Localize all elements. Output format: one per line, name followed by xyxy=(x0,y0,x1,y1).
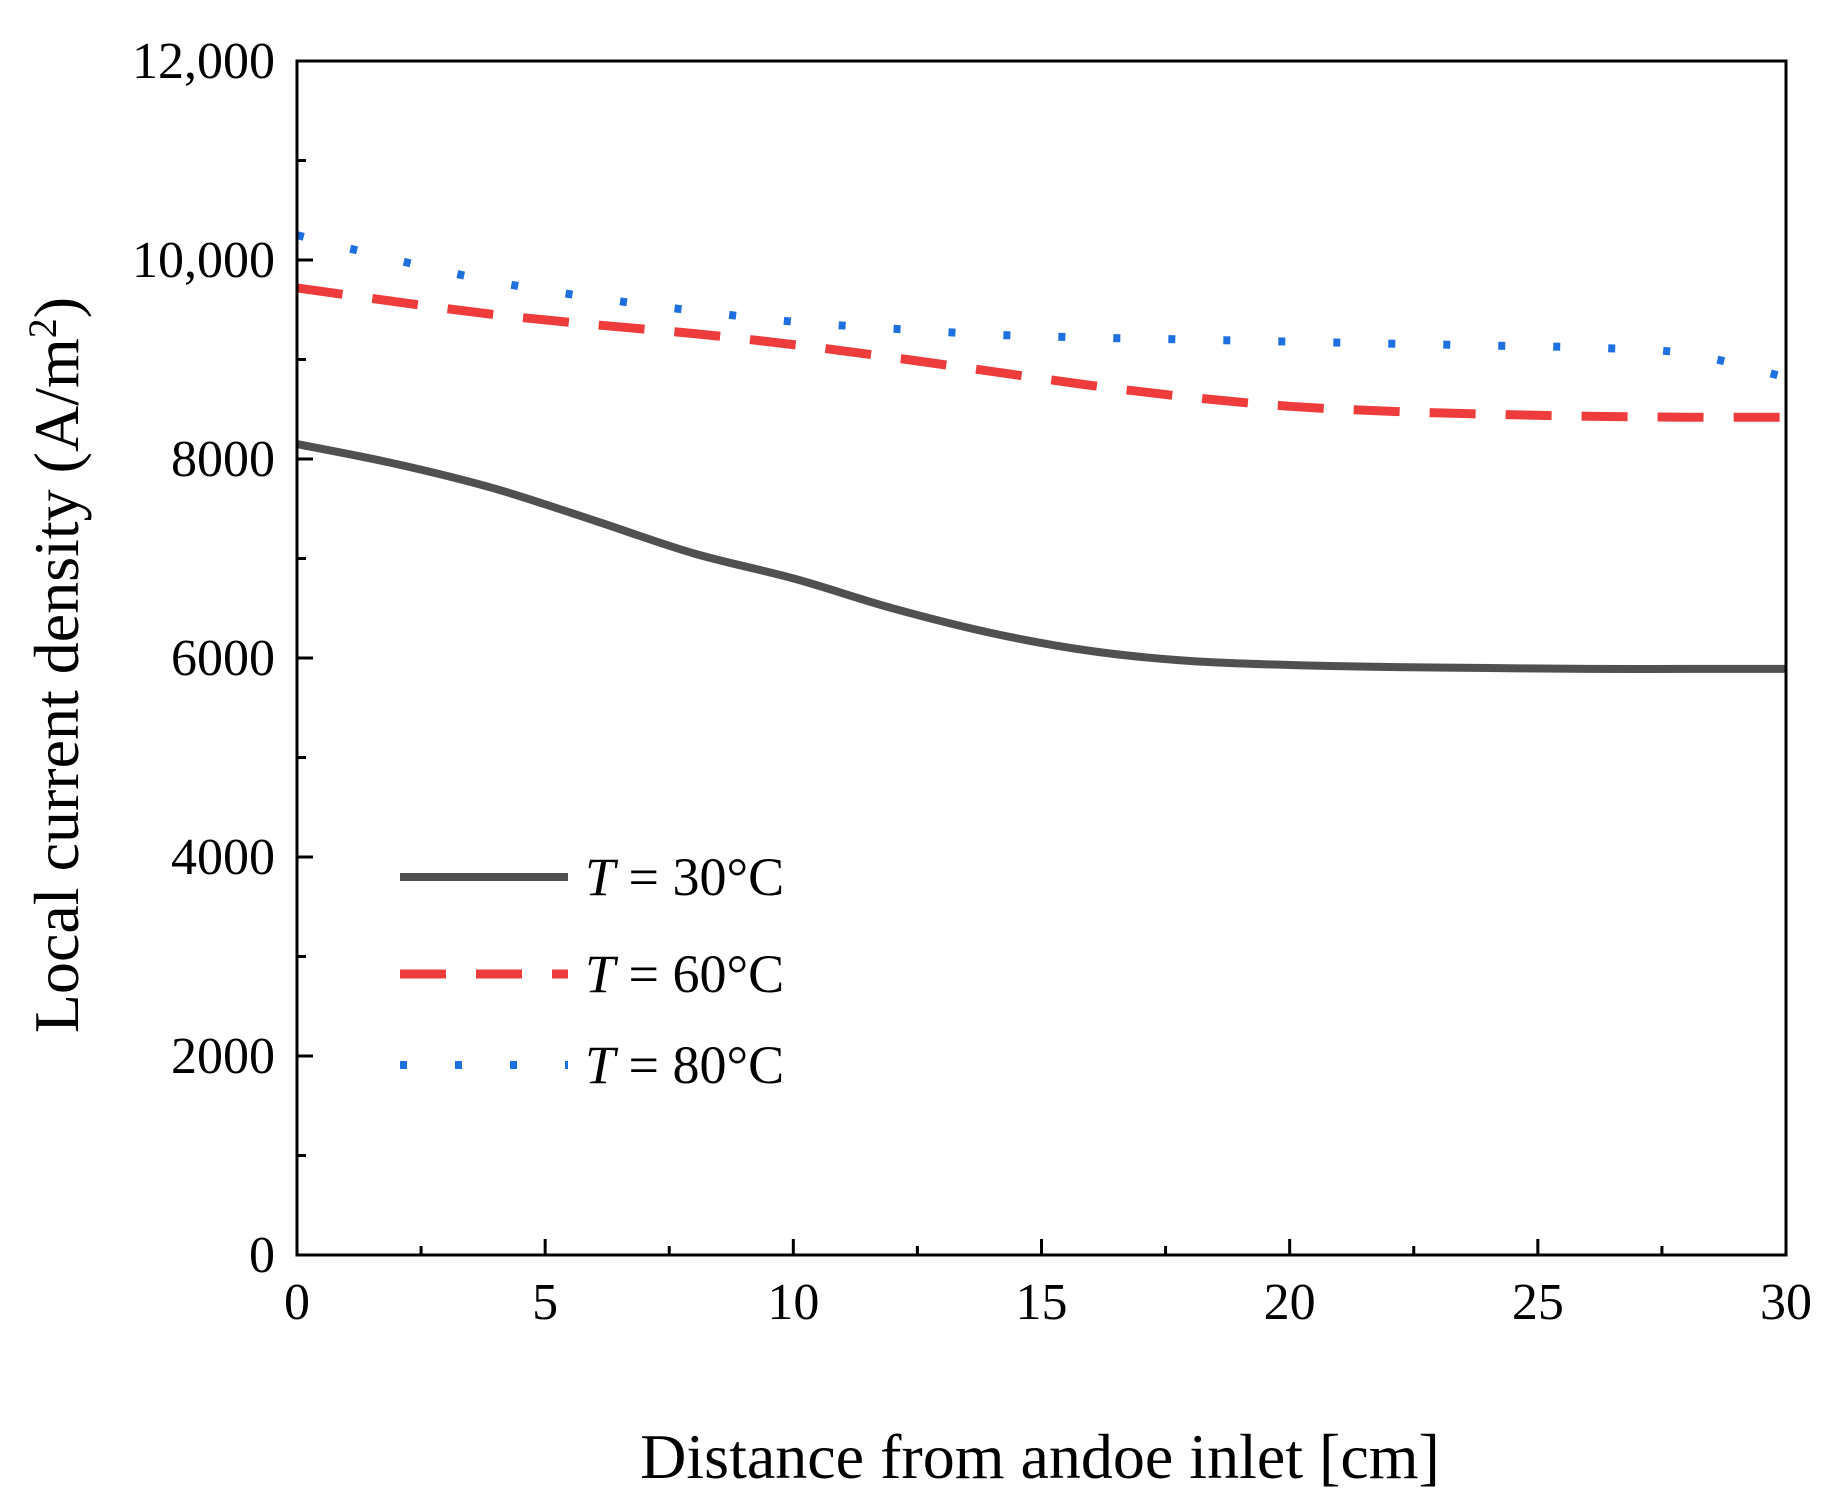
x-tick-label: 30 xyxy=(1760,1274,1812,1331)
y-axis-title-superscript: 2 xyxy=(20,318,65,338)
y-axis-title: Local current density (A/m2) xyxy=(20,297,93,1033)
legend-label-1: T = 30°C xyxy=(585,847,784,907)
series-line-1 xyxy=(296,440,1786,673)
plot-series xyxy=(296,231,1787,673)
x-tick-label: 15 xyxy=(1016,1274,1068,1331)
x-tick-label: 10 xyxy=(767,1274,819,1331)
x-axis-title: Distance from andoe inlet [cm] xyxy=(640,1421,1440,1492)
y-tick-label: 10,000 xyxy=(132,232,275,289)
y-tick-label: 4000 xyxy=(171,829,275,886)
legend: T = 30°C T = 60°C T = 80°C xyxy=(400,847,784,1095)
legend-label-3: T = 80°C xyxy=(585,1035,784,1095)
legend-label-2: T = 60°C xyxy=(585,944,784,1004)
y-tick-label: 8000 xyxy=(171,431,275,488)
y-axis-title-main: Local current density (A/m xyxy=(21,338,92,1033)
y-axis-title-end: ) xyxy=(21,297,92,318)
y-tick-label: 12,000 xyxy=(132,33,275,90)
y-tick-label: 2000 xyxy=(171,1028,275,1085)
x-tick-label: 5 xyxy=(532,1274,558,1331)
x-tick-label: 25 xyxy=(1512,1274,1564,1331)
x-tick-label: 20 xyxy=(1264,1274,1316,1331)
y-tick-label: 0 xyxy=(249,1227,275,1284)
x-tick-label: 0 xyxy=(284,1274,310,1331)
series-line-2 xyxy=(296,283,1787,422)
series-line-3 xyxy=(296,231,1787,382)
y-tick-label: 6000 xyxy=(171,630,275,687)
axes xyxy=(295,59,1788,1257)
plot-frame xyxy=(295,59,1788,1257)
tick-labels: 0 5 10 15 20 25 30 0 2000 4000 6000 8000 10,000 12,00… xyxy=(132,33,1812,1331)
